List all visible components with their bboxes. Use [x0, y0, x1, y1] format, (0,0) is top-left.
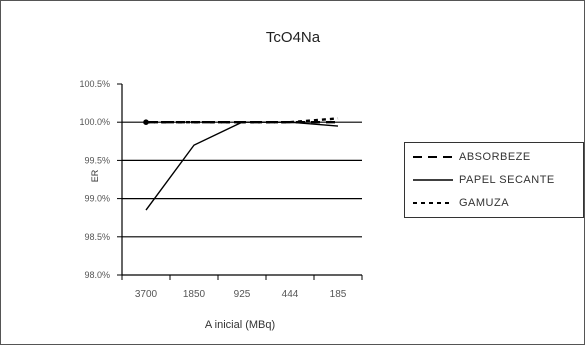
series-line-1 [145, 121, 339, 211]
legend-label: ABSORBEZE [459, 151, 531, 163]
x-tick-label: 444 [282, 289, 299, 300]
y-tick-label: 100.5% [79, 79, 110, 89]
legend-swatch-solid [413, 179, 453, 181]
legend-item-papel-secante: PAPEL SECANTE [411, 172, 555, 188]
legend-label: PAPEL SECANTE [459, 174, 555, 186]
y-tick-label: 98.0% [84, 270, 110, 280]
y-tick-label: 99.0% [84, 194, 110, 204]
legend-swatch-short-dash [413, 202, 453, 204]
x-tick-label: 1850 [183, 289, 206, 300]
legend-swatch-long-dash [413, 156, 453, 158]
x-tick-label: 925 [234, 289, 251, 300]
x-tick-label: 185 [330, 289, 347, 300]
y-tick-label: 99.5% [84, 155, 110, 165]
y-tick-label: 100.0% [79, 117, 110, 127]
series-line-2 [146, 117, 339, 124]
legend-item-absorbeze: ABSORBEZE [411, 149, 531, 165]
chart-title: TcO4Na [266, 29, 321, 46]
x-axis-label: A inicial (MBq) [205, 319, 275, 331]
legend-item-gamuza: GAMUZA [411, 195, 509, 211]
legend-label: GAMUZA [459, 197, 510, 209]
y-tick-label: 98.5% [84, 232, 110, 242]
legend: ABSORBEZE PAPEL SECANTE GAMUZA [404, 142, 584, 218]
y-axis-label: ER [90, 169, 100, 182]
x-tick-label: 3700 [135, 289, 158, 300]
